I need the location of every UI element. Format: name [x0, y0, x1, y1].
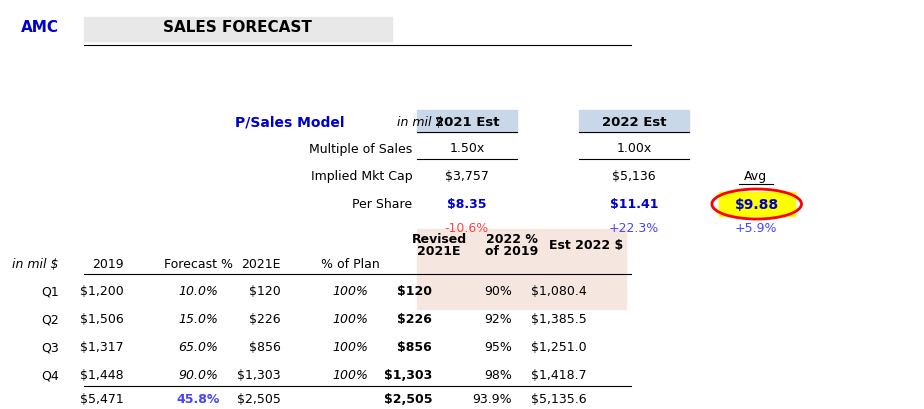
Text: 90.0%: 90.0% — [178, 369, 218, 382]
Text: 10.0%: 10.0% — [178, 285, 218, 298]
Text: 15.0%: 15.0% — [178, 313, 218, 326]
Text: $8.35: $8.35 — [447, 198, 487, 211]
Text: $1,251.0: $1,251.0 — [530, 341, 587, 354]
Text: $5,135.6: $5,135.6 — [530, 393, 587, 405]
Text: $1,303: $1,303 — [237, 369, 281, 382]
Bar — [417, 229, 626, 309]
Text: 65.0%: 65.0% — [178, 341, 218, 354]
Text: 2021E: 2021E — [418, 245, 461, 258]
Text: 2021E: 2021E — [241, 258, 281, 271]
Text: Revised: Revised — [411, 233, 467, 246]
Text: 92%: 92% — [484, 313, 512, 326]
Text: SALES FORECAST: SALES FORECAST — [164, 20, 312, 36]
Text: in mil $: in mil $ — [12, 258, 58, 271]
Text: Q2: Q2 — [41, 313, 58, 326]
Text: $2,505: $2,505 — [383, 393, 432, 405]
Text: 100%: 100% — [333, 369, 369, 382]
Text: 2019: 2019 — [91, 258, 124, 271]
Text: $9.88: $9.88 — [735, 198, 779, 211]
Text: $856: $856 — [249, 341, 281, 354]
Text: $5,471: $5,471 — [79, 393, 124, 405]
Text: 2022 %: 2022 % — [486, 233, 538, 246]
Text: 93.9%: 93.9% — [472, 393, 512, 405]
Text: $120: $120 — [249, 285, 281, 298]
Text: $1,385.5: $1,385.5 — [530, 313, 587, 326]
Text: 100%: 100% — [333, 285, 369, 298]
Text: Q1: Q1 — [41, 285, 58, 298]
Text: Implied Mkt Cap: Implied Mkt Cap — [310, 170, 412, 183]
Text: $226: $226 — [397, 313, 432, 326]
Text: 45.8%: 45.8% — [176, 393, 220, 405]
Text: 1.50x: 1.50x — [449, 142, 484, 155]
Text: $1,506: $1,506 — [79, 313, 124, 326]
Text: 100%: 100% — [333, 313, 369, 326]
Text: $1,448: $1,448 — [79, 369, 124, 382]
Text: AMC: AMC — [20, 20, 58, 36]
Text: Forecast %: Forecast % — [164, 258, 233, 271]
Text: 95%: 95% — [484, 341, 512, 354]
Bar — [719, 193, 795, 216]
Text: 90%: 90% — [484, 285, 512, 298]
Text: % of Plan: % of Plan — [321, 258, 380, 271]
Text: 98%: 98% — [484, 369, 512, 382]
Text: Est 2022 $: Est 2022 $ — [549, 239, 624, 252]
Text: $1,200: $1,200 — [79, 285, 124, 298]
Text: $120: $120 — [397, 285, 432, 298]
Text: +5.9%: +5.9% — [735, 222, 777, 235]
Text: $3,757: $3,757 — [445, 170, 489, 183]
Text: Multiple of Sales: Multiple of Sales — [309, 142, 412, 155]
Text: $856: $856 — [397, 341, 432, 354]
Text: $11.41: $11.41 — [610, 198, 659, 211]
Text: Avg: Avg — [744, 170, 767, 183]
Bar — [579, 111, 689, 133]
Text: Q4: Q4 — [41, 369, 58, 382]
Bar — [417, 111, 517, 133]
Text: of 2019: of 2019 — [485, 245, 539, 258]
Text: $2,505: $2,505 — [237, 393, 281, 405]
Text: $1,080.4: $1,080.4 — [530, 285, 587, 298]
Text: Per Share: Per Share — [352, 198, 412, 211]
Text: 100%: 100% — [333, 341, 369, 354]
Text: $1,317: $1,317 — [79, 341, 124, 354]
Text: P/Sales Model: P/Sales Model — [235, 115, 345, 129]
Text: in mil $: in mil $ — [397, 115, 444, 128]
Text: Q3: Q3 — [41, 341, 58, 354]
Text: 2021 Est: 2021 Est — [434, 115, 499, 128]
Text: $1,303: $1,303 — [383, 369, 432, 382]
Text: $5,136: $5,136 — [613, 170, 656, 183]
Text: $226: $226 — [249, 313, 281, 326]
Text: $1,418.7: $1,418.7 — [530, 369, 587, 382]
Text: 1.00x: 1.00x — [616, 142, 651, 155]
Text: -10.6%: -10.6% — [444, 222, 489, 235]
Text: +22.3%: +22.3% — [609, 222, 660, 235]
Text: 2022 Est: 2022 Est — [602, 115, 666, 128]
Bar — [83, 18, 393, 42]
